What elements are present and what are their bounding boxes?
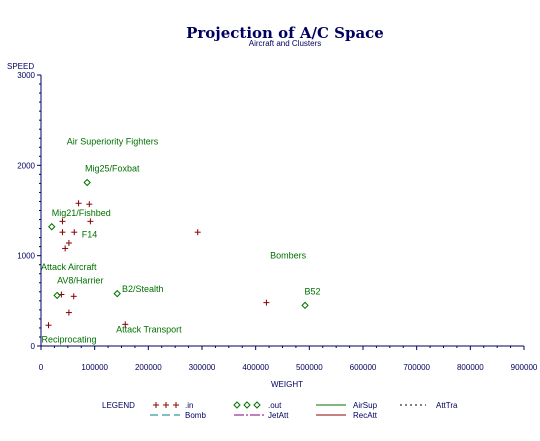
x-tick-label: 600000 — [350, 363, 377, 372]
data-point-in — [87, 218, 94, 225]
x-tick-label: 800000 — [457, 363, 484, 372]
x-tick-label: 400000 — [242, 363, 269, 372]
data-point-out — [113, 289, 121, 298]
legend-label-in: .in — [185, 401, 193, 410]
annotations: Air Superiority Fighters Mig25/Foxbat Mig2… — [41, 137, 321, 345]
x-tick-label: 200000 — [135, 363, 162, 372]
x-tick-label: 500000 — [296, 363, 323, 372]
data-point-in — [62, 245, 69, 252]
data-point-in — [75, 200, 82, 207]
legend-label-out: .out — [268, 401, 282, 410]
legend-label-recatt: RecAtt — [353, 411, 378, 420]
annotation-label: Attack Aircraft — [41, 262, 97, 272]
data-point-in — [122, 321, 129, 328]
annotation-label: Bombers — [270, 250, 307, 260]
data-point-out — [53, 291, 61, 300]
x-axis-label: WEIGHT — [271, 380, 303, 389]
x-tick-label: 700000 — [403, 363, 430, 372]
legend-item-recatt: RecAtt — [316, 411, 378, 420]
data-point-in — [194, 229, 201, 236]
annotation-label: Air Superiority Fighters — [67, 137, 159, 147]
legend-item-airsup: AirSup — [316, 401, 378, 410]
legend-item-jetatt: JetAtt — [234, 411, 289, 420]
x-tick-label: 0 — [39, 363, 44, 372]
data-points — [45, 178, 309, 329]
annotation-label: Mig25/Foxbat — [85, 164, 140, 174]
legend-label-bomb: Bomb — [185, 411, 206, 420]
annotation-label: AV8/Harrier — [57, 276, 103, 286]
annotation-label: Mig21/Fishbed — [52, 208, 111, 218]
annotation-label: B2/Stealth — [122, 284, 164, 294]
data-point-in — [65, 309, 72, 316]
data-point-out — [301, 301, 309, 310]
data-point-in — [70, 293, 77, 300]
data-point-out — [83, 178, 91, 187]
chart-title: Projection of A/C Space — [186, 24, 384, 42]
legend-label-jetatt: JetAtt — [268, 411, 289, 420]
data-point-in — [86, 201, 93, 208]
y-ticks: 0 1000 2000 3000 — [17, 71, 41, 351]
y-tick-label: 3000 — [17, 71, 35, 80]
x-tick-label: 300000 — [189, 363, 216, 372]
data-point-in — [59, 229, 66, 236]
legend-label-airsup: AirSup — [353, 401, 378, 410]
diamond-marker-icon — [233, 401, 261, 409]
annotation-label: B52 — [305, 287, 321, 297]
chart-subtitle: Aircraft and Clusters — [249, 39, 321, 48]
data-point-in — [45, 322, 52, 329]
plus-marker-icon — [153, 402, 179, 408]
y-tick-label: 1000 — [17, 252, 35, 261]
data-point-out — [48, 223, 56, 231]
data-point-in — [71, 229, 78, 236]
legend-item-bomb: Bomb — [150, 411, 206, 420]
data-point-in — [65, 240, 72, 247]
y-tick-label: 0 — [31, 342, 36, 351]
legend-item-out: .out — [233, 401, 282, 410]
data-point-in — [263, 299, 270, 306]
legend-title: LEGEND — [102, 401, 135, 410]
annotation-label: Attack Transport — [116, 324, 182, 334]
y-tick-label: 2000 — [17, 161, 35, 170]
legend: LEGEND .in .out AirSup AttTra — [102, 401, 458, 420]
legend-item-atttra: AttTra — [400, 401, 458, 410]
x-ticks: 0 100000 200000 300000 400000 500000 600000 700… — [39, 346, 538, 372]
x-tick-label: 100000 — [81, 363, 108, 372]
annotation-label: F14 — [82, 230, 98, 240]
y-axis-label: SPEED — [7, 62, 34, 71]
x-tick-label: 900000 — [511, 363, 538, 372]
legend-item-in: .in — [153, 401, 193, 410]
data-point-in — [59, 218, 66, 225]
annotation-label: Reciprocating — [42, 334, 97, 344]
legend-label-atttra: AttTra — [436, 401, 458, 410]
